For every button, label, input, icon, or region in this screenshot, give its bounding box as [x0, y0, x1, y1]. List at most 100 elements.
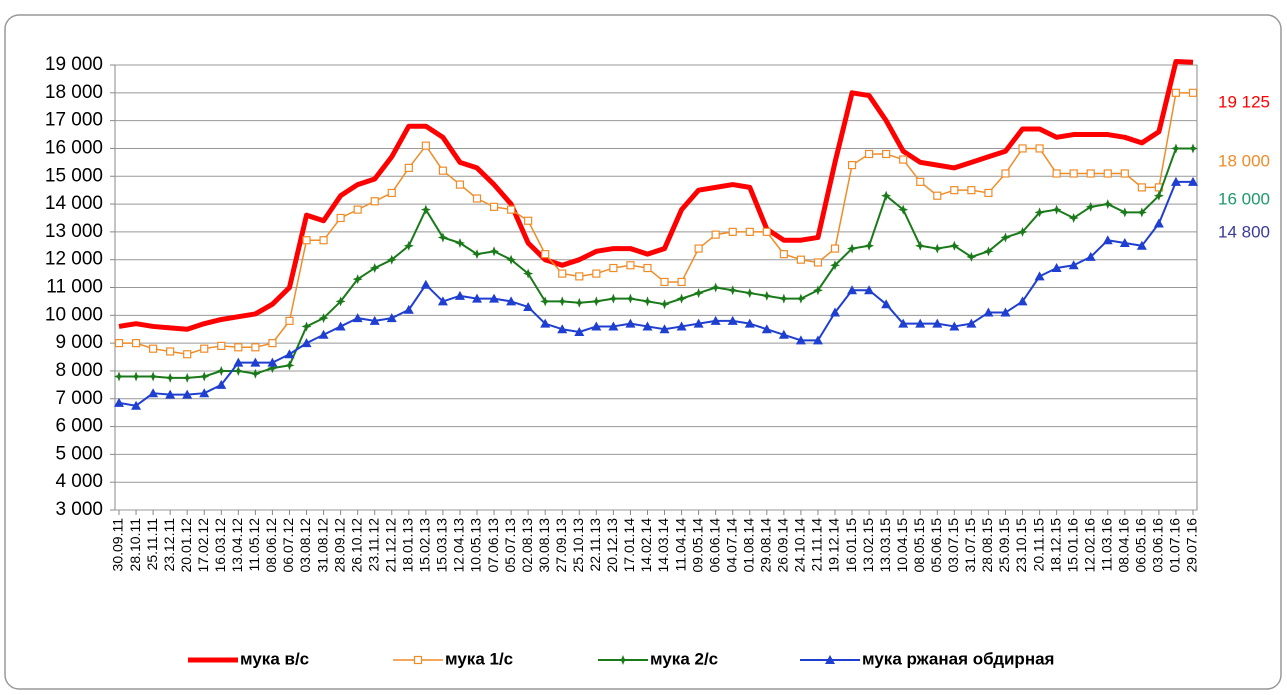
data-point — [524, 216, 533, 225]
data-point — [864, 149, 874, 159]
x-tick-label: 18.01.13 — [400, 518, 416, 573]
x-tick-label: 20.12.13 — [604, 518, 620, 573]
data-point — [420, 279, 431, 289]
data-point — [609, 263, 618, 273]
x-tick-label: 06.06.14 — [706, 518, 722, 573]
data-point — [1188, 88, 1198, 97]
data-point — [335, 296, 346, 307]
y-tick-label: 5 000 — [55, 443, 103, 464]
data-point — [489, 246, 500, 257]
x-tick-label: 11.03.16 — [1098, 518, 1114, 572]
x-tick-label: 25.11.11 — [144, 518, 160, 571]
data-point — [1034, 207, 1045, 218]
data-point — [165, 389, 176, 399]
data-point — [1068, 212, 1079, 223]
data-point — [659, 299, 670, 310]
data-point — [1068, 260, 1079, 270]
data-point — [404, 163, 413, 173]
data-point — [830, 260, 840, 271]
y-tick-label: 15 000 — [45, 165, 103, 186]
data-point — [744, 318, 755, 328]
data-point — [574, 327, 585, 336]
legend-marker — [618, 655, 628, 665]
data-point — [812, 335, 823, 345]
x-tick-label: 05.07.13 — [502, 518, 518, 573]
x-tick-label: 08.05.15 — [911, 518, 927, 573]
data-point — [182, 372, 193, 383]
x-tick-label: 01.07.16 — [1167, 518, 1183, 573]
data-point — [250, 368, 261, 379]
data-point — [778, 329, 789, 339]
data-point — [1000, 232, 1011, 243]
data-point — [795, 293, 806, 304]
x-tick-label: 16.01.15 — [843, 518, 859, 573]
data-point — [1137, 183, 1146, 192]
data-point — [318, 329, 329, 339]
x-tick-label: 20.01.12 — [178, 518, 194, 573]
x-tick-label: 29.08.14 — [758, 518, 774, 573]
data-point — [1017, 296, 1028, 306]
data-point — [437, 296, 448, 306]
data-point — [625, 318, 636, 328]
data-point — [864, 240, 875, 251]
data-point — [711, 230, 720, 239]
y-tick-label: 12 000 — [45, 249, 103, 270]
data-point — [336, 213, 345, 223]
data-point — [591, 321, 602, 331]
data-point — [847, 161, 857, 170]
data-point — [608, 321, 619, 331]
annotation: 18 000 — [1218, 151, 1270, 170]
x-tick-label: 14.03.14 — [655, 518, 671, 573]
data-point — [847, 285, 858, 295]
data-point — [1034, 271, 1045, 281]
x-tick-label: 03.08.12 — [297, 518, 313, 573]
data-point — [625, 293, 636, 304]
data-point — [949, 321, 960, 331]
x-tick-label: 28.09.12 — [331, 518, 347, 573]
data-point — [131, 371, 142, 382]
data-point — [506, 254, 517, 265]
data-point — [813, 258, 823, 267]
data-point — [660, 277, 669, 287]
legend-label: мука 2/с — [650, 649, 718, 668]
data-point — [489, 202, 499, 211]
annotation: 16 000 — [1218, 189, 1270, 208]
x-tick-label: 23.12.11 — [161, 518, 177, 572]
data-point — [541, 250, 550, 259]
data-point — [761, 324, 772, 334]
data-point — [472, 194, 482, 203]
x-tick-label: 11.04.14 — [672, 518, 688, 572]
data-point — [1120, 169, 1129, 178]
data-point — [1051, 263, 1062, 273]
data-point — [949, 240, 960, 251]
data-point — [1102, 199, 1113, 210]
x-tick-label: 03.06.16 — [1150, 518, 1166, 573]
data-point — [523, 268, 534, 279]
legend-marker — [825, 655, 835, 664]
data-point — [898, 318, 909, 328]
x-tick-label: 15.01.16 — [1064, 518, 1080, 573]
data-point — [454, 238, 465, 248]
data-point — [437, 232, 448, 243]
data-point — [199, 371, 210, 382]
data-point — [114, 397, 124, 407]
x-tick-label: 28.08.15 — [979, 518, 995, 573]
data-point — [932, 318, 943, 328]
data-point — [1018, 144, 1027, 153]
data-point — [352, 313, 363, 323]
data-point — [540, 296, 551, 307]
x-tick-label: 22.11.13 — [587, 518, 603, 572]
x-tick-label: 30.08.13 — [536, 518, 552, 573]
data-point — [966, 251, 977, 262]
x-tick-label: 30.09.11 — [110, 518, 126, 572]
data-point — [1017, 226, 1028, 237]
data-point — [165, 372, 176, 383]
data-point — [761, 290, 772, 301]
data-point — [966, 318, 977, 328]
x-tick-label: 26.09.14 — [775, 518, 791, 573]
legend-label: мука 1/с — [445, 649, 513, 668]
data-point — [915, 318, 926, 328]
x-tick-label: 23.10.15 — [1013, 518, 1029, 573]
data-point — [285, 316, 294, 325]
x-tick-label: 08.04.16 — [1116, 518, 1132, 573]
